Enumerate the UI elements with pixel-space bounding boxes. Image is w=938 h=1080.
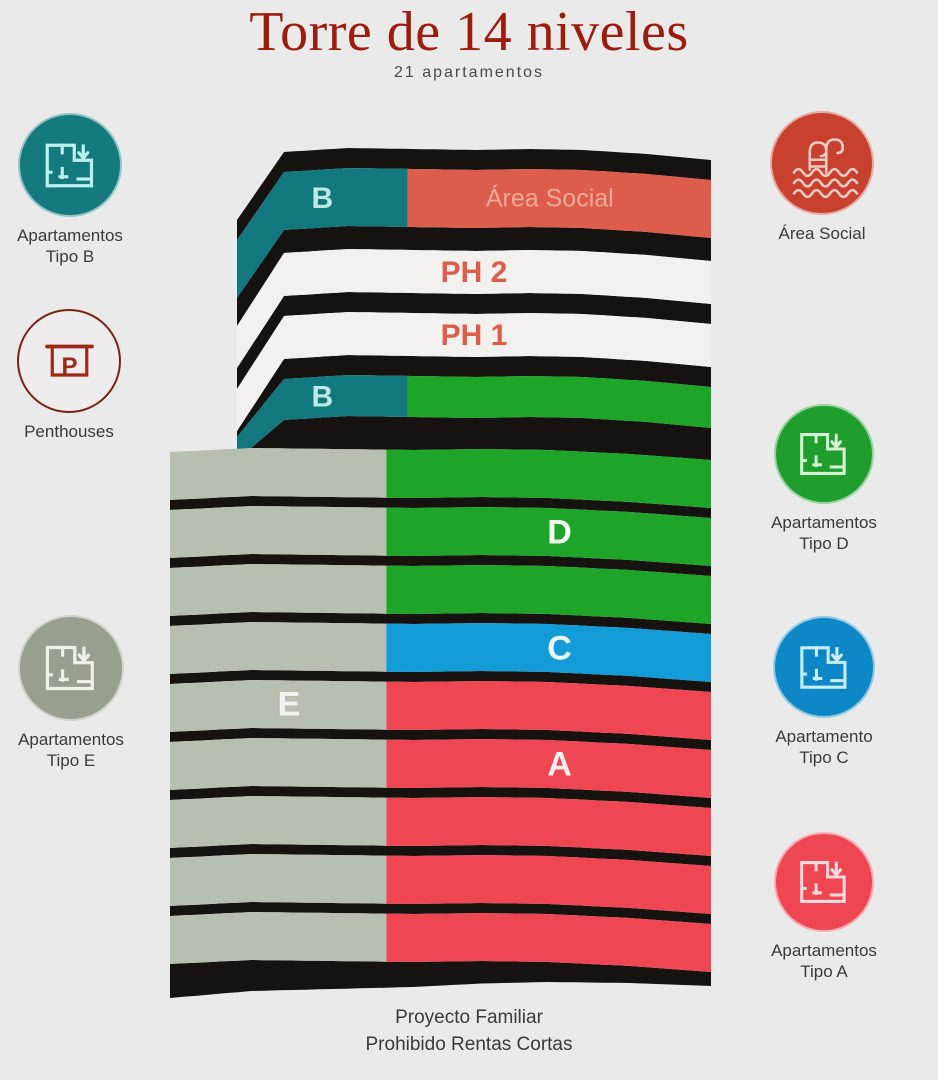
svg-text:PH 2: PH 2 bbox=[441, 256, 508, 289]
svg-text:P: P bbox=[61, 352, 77, 379]
svg-text:B: B bbox=[311, 182, 333, 215]
svg-text:A: A bbox=[547, 746, 572, 784]
svg-text:D: D bbox=[547, 514, 572, 552]
svg-text:B: B bbox=[311, 381, 333, 414]
svg-text:C: C bbox=[547, 630, 572, 668]
svg-text:E: E bbox=[278, 686, 301, 724]
svg-text:Área Social: Área Social bbox=[486, 183, 614, 212]
svg-text:PH 1: PH 1 bbox=[441, 319, 508, 352]
